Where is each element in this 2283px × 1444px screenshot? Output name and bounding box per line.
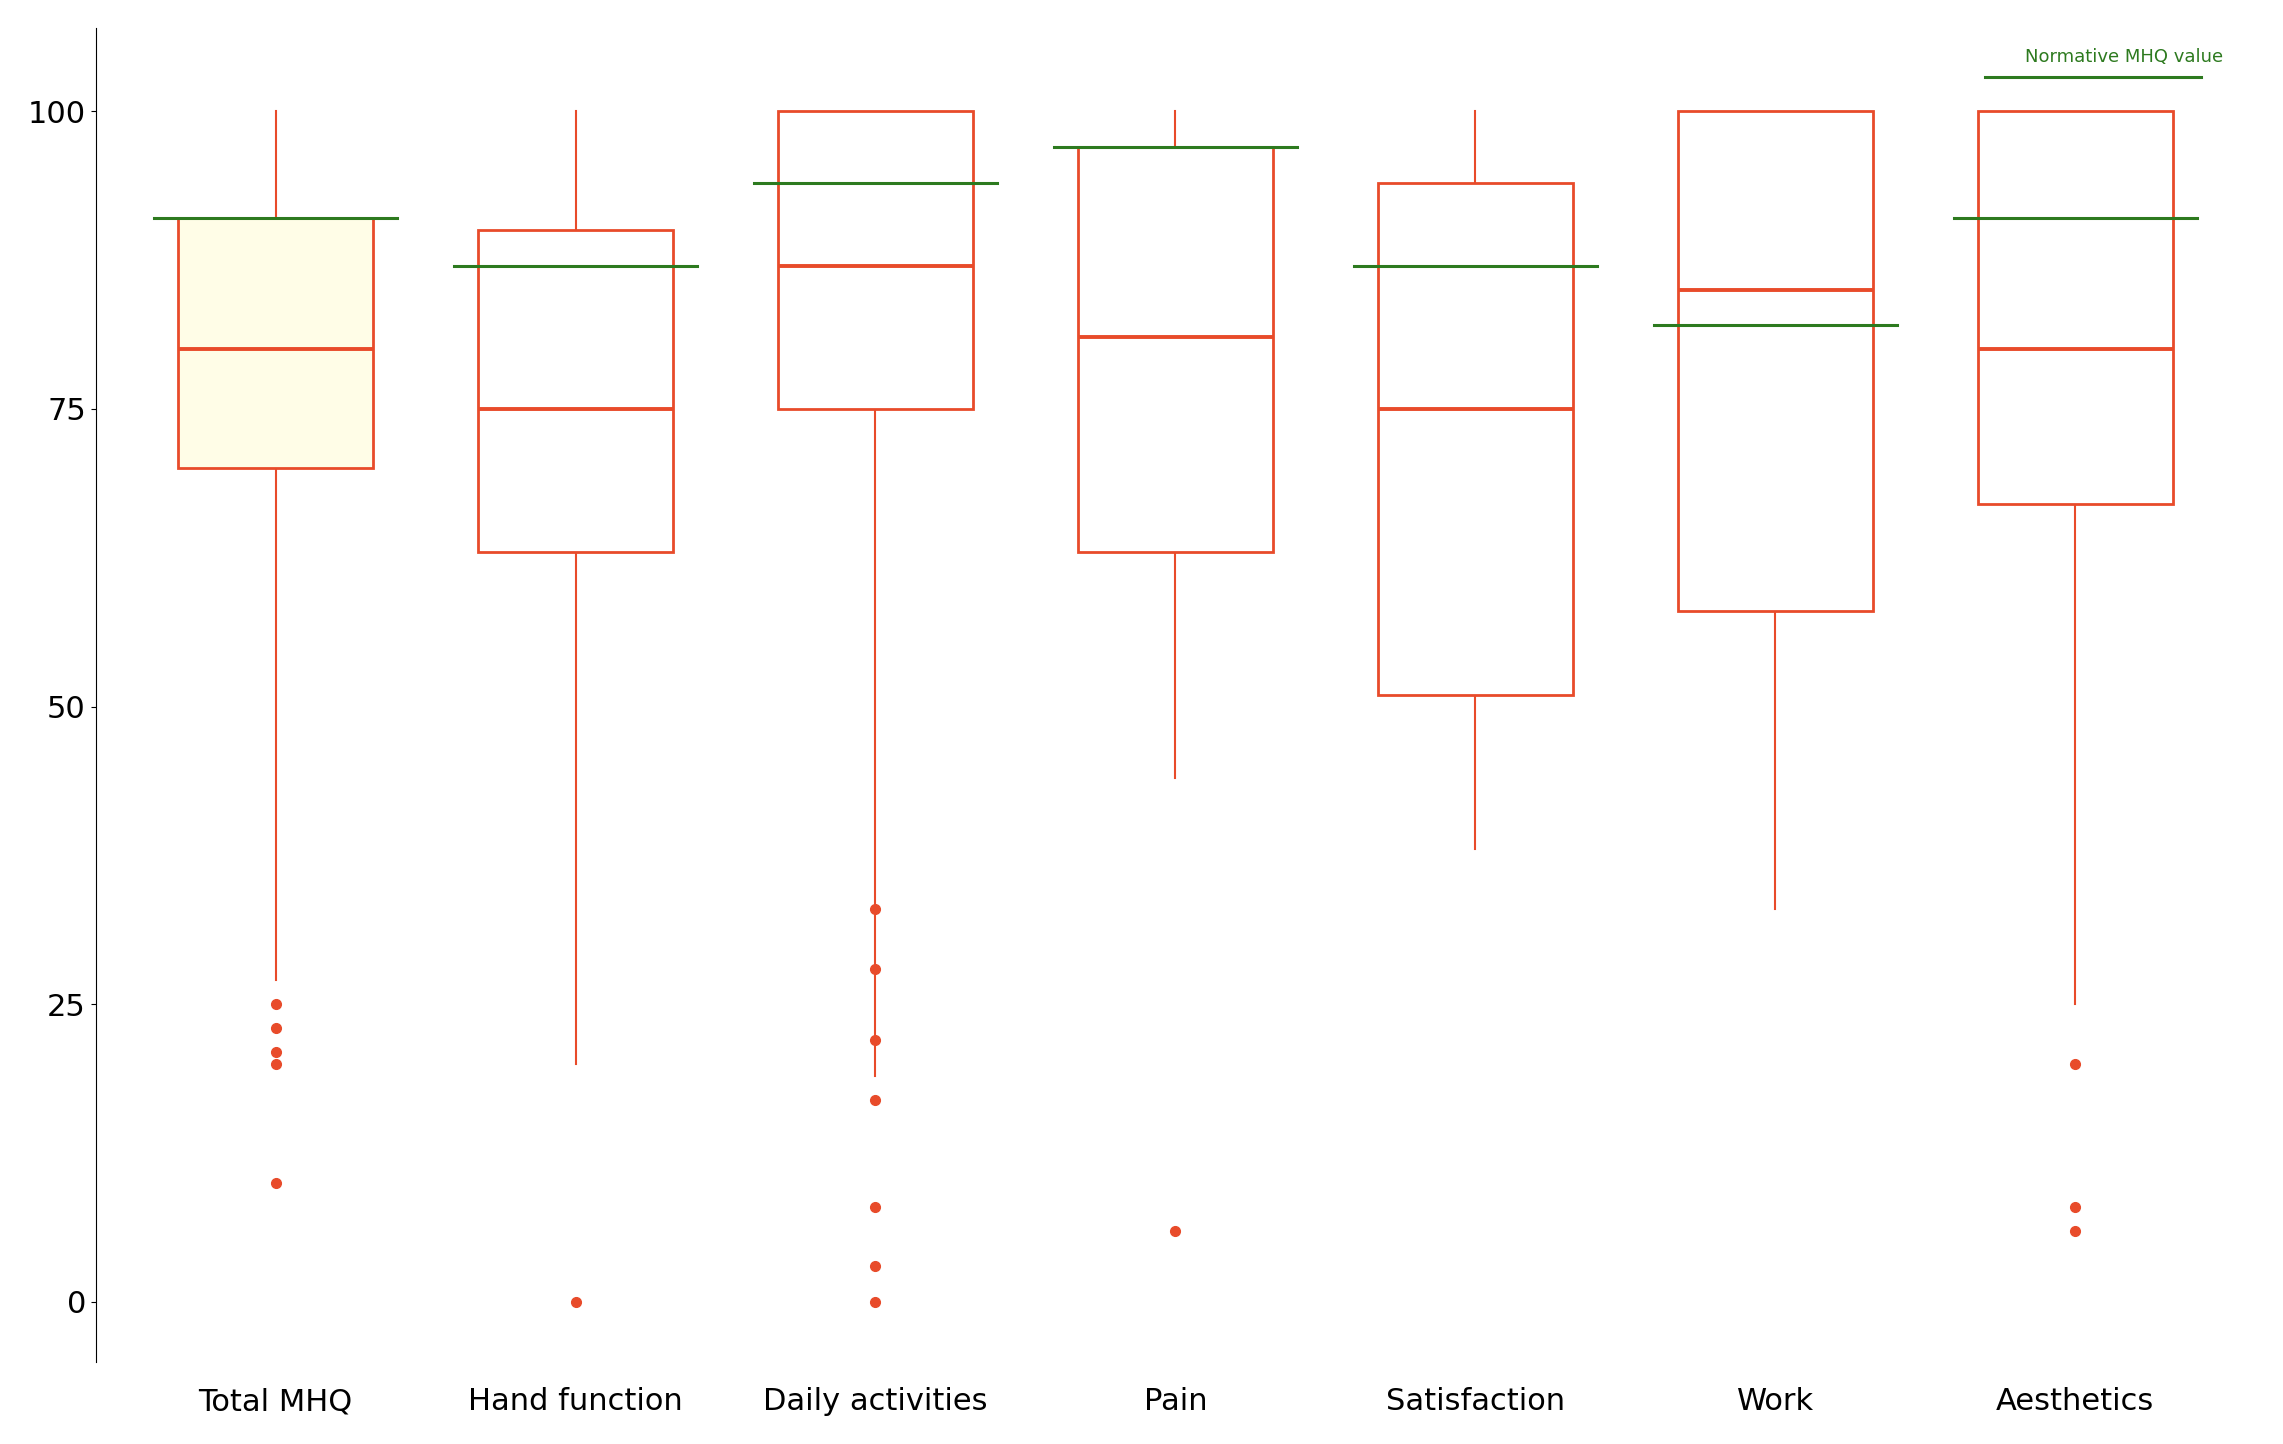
FancyBboxPatch shape <box>477 230 673 552</box>
FancyBboxPatch shape <box>1379 182 1573 695</box>
FancyBboxPatch shape <box>1977 111 2173 504</box>
Text: Normative MHQ value: Normative MHQ value <box>2025 48 2224 66</box>
FancyBboxPatch shape <box>1078 147 1274 552</box>
FancyBboxPatch shape <box>779 111 973 409</box>
FancyBboxPatch shape <box>1678 111 1872 611</box>
FancyBboxPatch shape <box>178 218 372 468</box>
